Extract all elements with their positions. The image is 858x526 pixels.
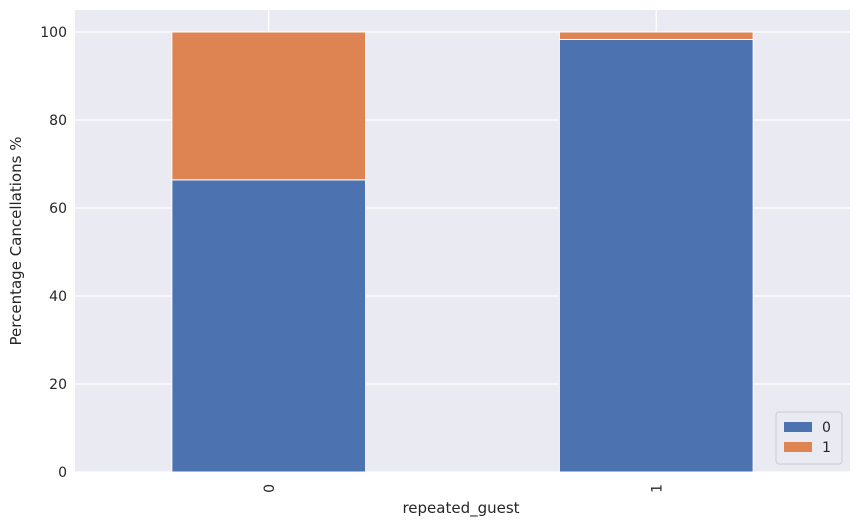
x-tick-label-0: 0 bbox=[262, 484, 278, 493]
legend: 01 bbox=[775, 411, 843, 465]
y-tick-label-5: 100 bbox=[40, 25, 67, 41]
y-tick-label-1: 20 bbox=[49, 377, 67, 393]
legend-label-1: 1 bbox=[822, 440, 831, 456]
x-tick-label-1: 1 bbox=[649, 484, 665, 493]
legend-box bbox=[775, 411, 843, 465]
y-tick-label-4: 80 bbox=[49, 113, 67, 129]
bar-cat0-series0 bbox=[171, 179, 367, 473]
legend-label-0: 0 bbox=[822, 420, 831, 436]
x-axis-label: repeated_guest bbox=[402, 499, 519, 518]
bar-cat1-series1 bbox=[558, 31, 754, 40]
y-axis-ticks: 0 20 40 60 80 100 bbox=[40, 25, 67, 481]
y-tick-label-0: 0 bbox=[58, 465, 67, 481]
bars bbox=[171, 31, 754, 473]
bar-cat0-series1 bbox=[171, 31, 367, 181]
y-tick-label-2: 40 bbox=[49, 289, 67, 305]
bar-cat1-series0 bbox=[558, 38, 754, 473]
y-tick-label-3: 60 bbox=[49, 201, 67, 217]
y-axis-label: Percentage Cancellations % bbox=[7, 137, 25, 346]
legend-swatch-1 bbox=[784, 442, 812, 452]
legend-swatch-0 bbox=[784, 422, 812, 432]
